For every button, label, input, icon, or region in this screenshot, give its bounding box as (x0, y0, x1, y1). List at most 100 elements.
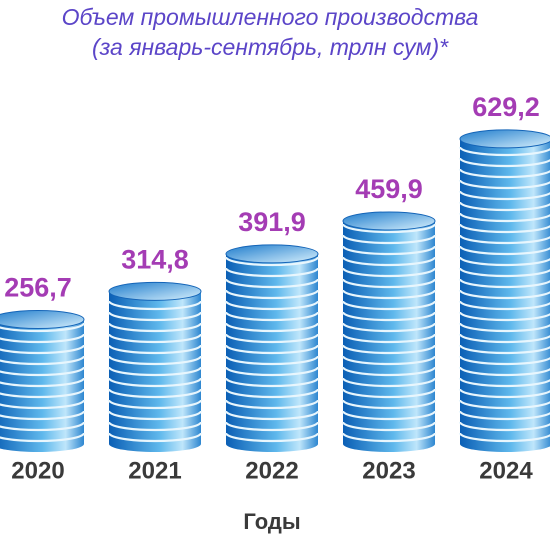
coin-edge (341, 311, 437, 322)
coin-edge (341, 388, 437, 399)
coin-edge (0, 366, 86, 377)
coin-edge (458, 322, 550, 333)
coin-edge (224, 267, 320, 278)
coin-edge (0, 410, 86, 421)
coin-edge (341, 223, 437, 234)
coin-edge (458, 300, 550, 311)
coin-edge (458, 432, 550, 443)
coin-edge (107, 377, 203, 388)
coin-edge (341, 377, 437, 388)
coin-edge (224, 333, 320, 344)
coin-edge (458, 245, 550, 256)
coin-edge (0, 399, 86, 410)
coin-edge (107, 344, 203, 355)
coin-edge (224, 311, 320, 322)
coin-edge (107, 366, 203, 377)
x-tick-label: 2021 (128, 457, 181, 484)
coin-edge (458, 355, 550, 366)
coin-edge (0, 421, 86, 432)
coin-top (0, 310, 85, 329)
coin-edge (458, 421, 550, 432)
bar (226, 253, 318, 444)
value-label: 629,2 (472, 92, 540, 122)
coin-edge (341, 267, 437, 278)
coin-edge (224, 377, 320, 388)
coin-edge (458, 377, 550, 388)
coin-edge (458, 399, 550, 410)
coin-top (225, 244, 319, 264)
coin-edge (224, 355, 320, 366)
coin-edge (224, 289, 320, 300)
bar (460, 138, 550, 444)
coin-edge (224, 432, 320, 443)
x-tick-label: 2023 (362, 457, 415, 484)
coin-edge (107, 311, 203, 322)
coin-edge (458, 223, 550, 234)
coin-edge (458, 344, 550, 355)
coin-edge (224, 421, 320, 432)
coin-edge (458, 267, 550, 278)
coin-edge (458, 157, 550, 168)
value-label: 256,7 (4, 273, 72, 303)
coin-edge (341, 432, 437, 443)
coin-edge (341, 355, 437, 366)
x-tick-label: 2020 (11, 457, 64, 484)
coin-edge (458, 256, 550, 267)
coin-edge (341, 234, 437, 245)
coin-edge (341, 421, 437, 432)
coin-edge (458, 179, 550, 190)
coin-edge (458, 311, 550, 322)
coin-edge (458, 410, 550, 421)
coin-edge (107, 333, 203, 344)
coin-edge (224, 388, 320, 399)
coin-edge (0, 388, 86, 399)
coin-edge (458, 333, 550, 344)
coin-edge (0, 344, 86, 355)
coin-edge (341, 300, 437, 311)
coin-edge (341, 322, 437, 333)
coin-edge (224, 399, 320, 410)
coin-edge (107, 399, 203, 410)
value-label: 314,8 (121, 244, 189, 274)
chart-subtitle: (за январь-сентябрь, трлн сум)* (92, 34, 449, 60)
x-tick-label: 2024 (479, 457, 533, 484)
coin-edge (0, 333, 86, 344)
coin-edge (0, 432, 86, 443)
coin-edge (458, 234, 550, 245)
coin-edge (224, 344, 320, 355)
x-axis-label: Годы (243, 509, 300, 534)
coin-edge (341, 399, 437, 410)
coin-edge (224, 300, 320, 311)
coin-edge (224, 366, 320, 377)
coin-edge (107, 355, 203, 366)
coin-edge (341, 245, 437, 256)
coin-edge (107, 300, 203, 311)
coin-edge (224, 256, 320, 267)
coin-edge (107, 410, 203, 421)
coin-top (342, 211, 436, 231)
coin-edge (458, 289, 550, 300)
coin-edge (341, 278, 437, 289)
coin-edge (341, 366, 437, 377)
coin-edge (107, 432, 203, 443)
coin-top (459, 129, 550, 149)
coin-edge (458, 278, 550, 289)
bar (109, 291, 201, 444)
bar (0, 319, 84, 444)
coin-edge (224, 322, 320, 333)
coin-top (108, 281, 202, 301)
coin-edge (0, 377, 86, 388)
coin-edge (0, 322, 86, 333)
coin-edge (341, 256, 437, 267)
coin-edge (107, 322, 203, 333)
coin-edge (224, 278, 320, 289)
coin-edge (224, 410, 320, 421)
coin-edge (458, 388, 550, 399)
coin-edge (458, 168, 550, 179)
coin-edge (458, 212, 550, 223)
coin-edge (458, 366, 550, 377)
coin-edge (341, 410, 437, 421)
coin-edge (458, 201, 550, 212)
